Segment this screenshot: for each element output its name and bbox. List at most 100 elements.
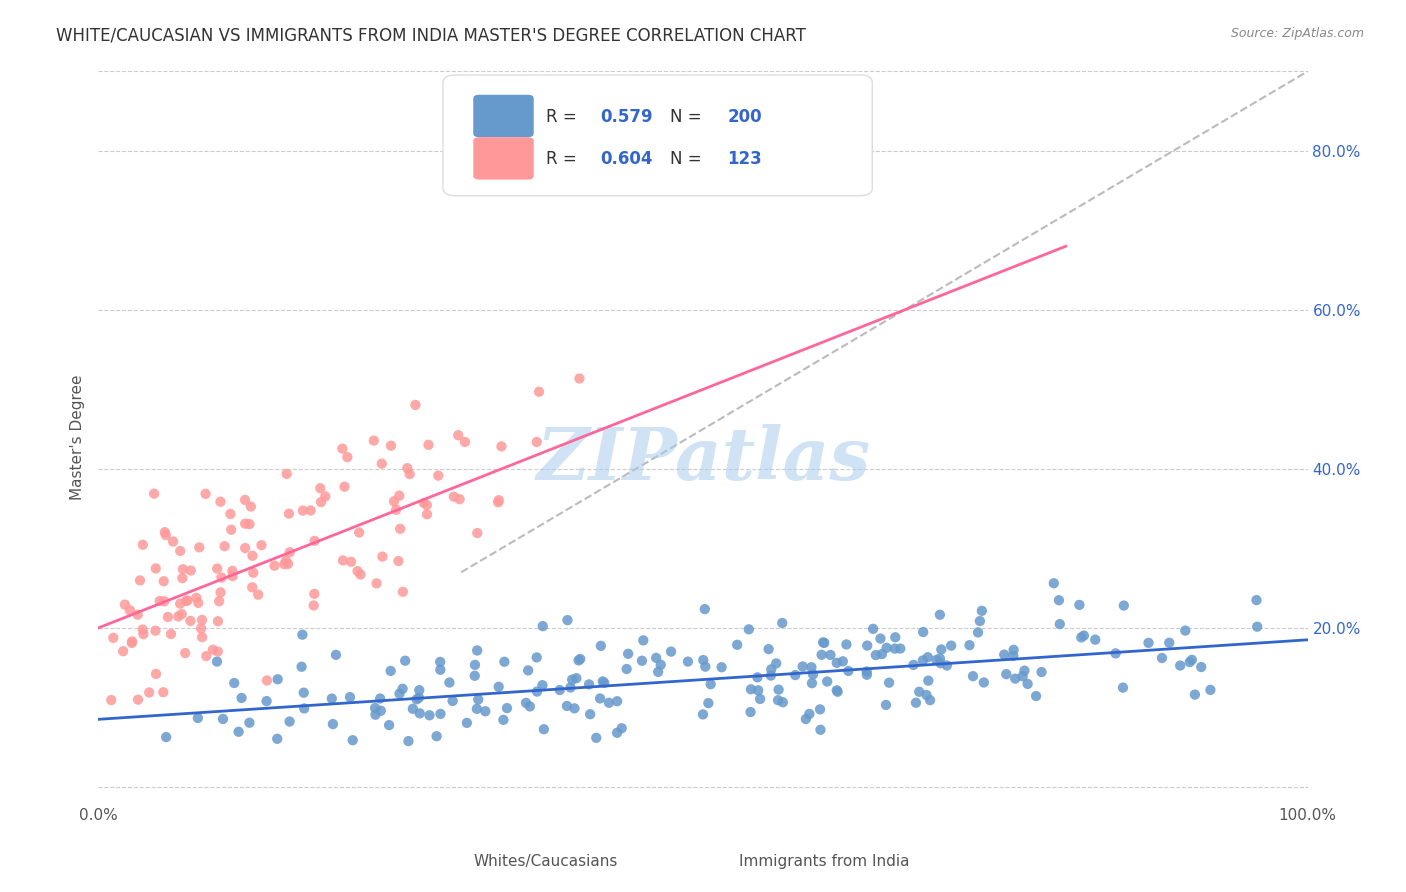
Point [855, 665, 877, 679]
Point [212, 712, 235, 726]
Point [429, 663, 451, 677]
Point [929, 657, 952, 671]
Point [465, 643, 488, 657]
Point [610, 721, 633, 735]
Point [920, 693, 942, 707]
Point [402, 702, 425, 716]
Point [526, 434, 548, 449]
Point [772, 695, 794, 709]
Point [486, 495, 509, 509]
Point [172, 571, 194, 585]
Point [378, 718, 401, 732]
Point [810, 648, 832, 662]
Point [387, 554, 409, 568]
Point [266, 731, 288, 746]
Point [877, 675, 900, 690]
Point [1084, 632, 1107, 647]
Point [725, 638, 748, 652]
Point [114, 598, 136, 612]
Point [121, 636, 143, 650]
Point [794, 128, 817, 142]
Point [238, 715, 260, 730]
Point [555, 698, 578, 713]
Point [464, 669, 486, 683]
Point [201, 642, 224, 657]
Point [278, 545, 301, 559]
Point [441, 694, 464, 708]
Point [1069, 598, 1091, 612]
Text: 200: 200 [727, 109, 762, 127]
Point [925, 653, 948, 667]
Point [429, 655, 451, 669]
FancyBboxPatch shape [443, 75, 872, 195]
Text: Immigrants from India: Immigrants from India [738, 854, 910, 869]
Point [155, 528, 177, 542]
Point [1073, 628, 1095, 642]
Point [870, 647, 893, 661]
Point [274, 554, 297, 568]
Point [364, 701, 387, 715]
Point [1049, 617, 1071, 632]
Point [242, 566, 264, 580]
Point [309, 495, 332, 509]
Point [266, 673, 288, 687]
Point [911, 653, 934, 667]
Point [970, 604, 993, 618]
Point [568, 653, 591, 667]
Point [412, 496, 434, 510]
Point [429, 706, 451, 721]
Point [969, 614, 991, 628]
Point [496, 701, 519, 715]
Point [219, 507, 242, 521]
Point [416, 508, 439, 522]
Point [616, 662, 638, 676]
Point [186, 591, 208, 605]
Point [1174, 624, 1197, 638]
Point [370, 704, 392, 718]
Point [292, 701, 315, 715]
Point [152, 685, 174, 699]
Point [578, 677, 600, 691]
Point [1025, 689, 1047, 703]
Point [1104, 647, 1126, 661]
FancyBboxPatch shape [419, 830, 474, 862]
Point [167, 609, 190, 624]
Point [1168, 658, 1191, 673]
Point [1184, 688, 1206, 702]
Point [1181, 653, 1204, 667]
Point [579, 707, 602, 722]
Point [380, 664, 402, 678]
Point [758, 642, 780, 657]
Point [548, 683, 571, 698]
Point [416, 498, 439, 512]
Point [785, 668, 807, 682]
Point [221, 569, 243, 583]
Point [768, 682, 790, 697]
Point [799, 706, 821, 721]
Point [747, 670, 769, 684]
Point [314, 490, 336, 504]
Point [568, 371, 591, 385]
Point [749, 692, 772, 706]
Point [291, 503, 314, 517]
Point [325, 648, 347, 662]
Point [1043, 576, 1066, 591]
Point [155, 730, 177, 744]
Point [527, 384, 550, 399]
Point [761, 662, 783, 676]
Point [256, 673, 278, 688]
Point [1011, 669, 1033, 683]
Point [169, 544, 191, 558]
Point [277, 557, 299, 571]
Point [633, 633, 655, 648]
Point [488, 493, 510, 508]
Point [1189, 660, 1212, 674]
Point [560, 681, 582, 695]
Point [589, 691, 612, 706]
Point [346, 564, 368, 578]
Text: N =: N = [671, 150, 707, 168]
Point [617, 647, 640, 661]
Point [112, 644, 135, 658]
Point [699, 677, 721, 691]
Point [409, 706, 432, 721]
